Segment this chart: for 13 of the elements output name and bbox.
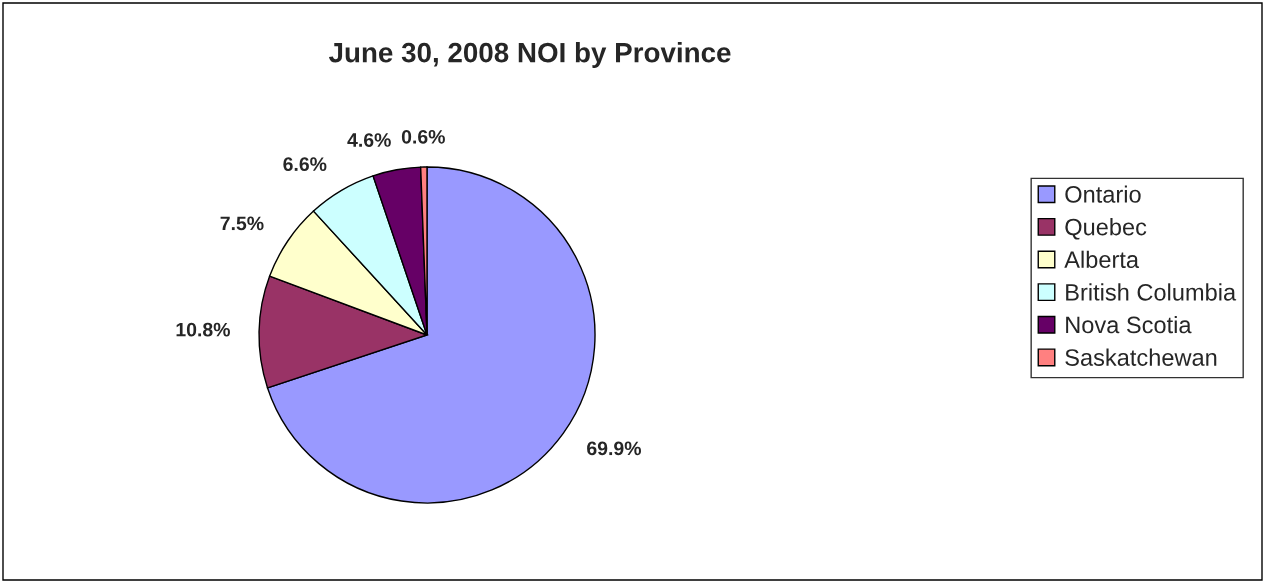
data-label: 10.8% xyxy=(176,322,230,337)
data-label: 0.6% xyxy=(401,129,445,144)
data-label: 7.5% xyxy=(220,216,264,231)
data-label: 6.6% xyxy=(283,157,327,172)
legend-label: Nova Scotia xyxy=(1066,315,1192,334)
data-label: 69.9% xyxy=(587,441,641,456)
legend-label: British Columbia xyxy=(1066,283,1237,301)
legend-label: Saskatchewan xyxy=(1065,348,1217,366)
legend-label: Alberta xyxy=(1064,250,1140,269)
legend-label: Quebec xyxy=(1065,218,1147,240)
chart-title: June 30, 2008 NOI by Province xyxy=(328,42,731,68)
legend-label: Ontario xyxy=(1065,185,1141,203)
data-label: 4.6% xyxy=(347,133,391,147)
